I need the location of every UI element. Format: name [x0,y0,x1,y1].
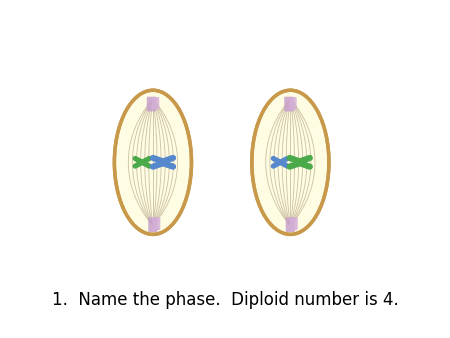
FancyBboxPatch shape [288,97,297,110]
FancyBboxPatch shape [147,97,156,112]
Ellipse shape [252,90,329,234]
FancyBboxPatch shape [286,217,295,232]
FancyBboxPatch shape [152,217,160,230]
FancyBboxPatch shape [148,217,158,232]
FancyBboxPatch shape [151,97,159,110]
FancyBboxPatch shape [284,97,293,112]
FancyBboxPatch shape [290,217,298,230]
Ellipse shape [114,90,192,234]
Text: 1.  Name the phase.  Diploid number is 4.: 1. Name the phase. Diploid number is 4. [52,291,398,309]
